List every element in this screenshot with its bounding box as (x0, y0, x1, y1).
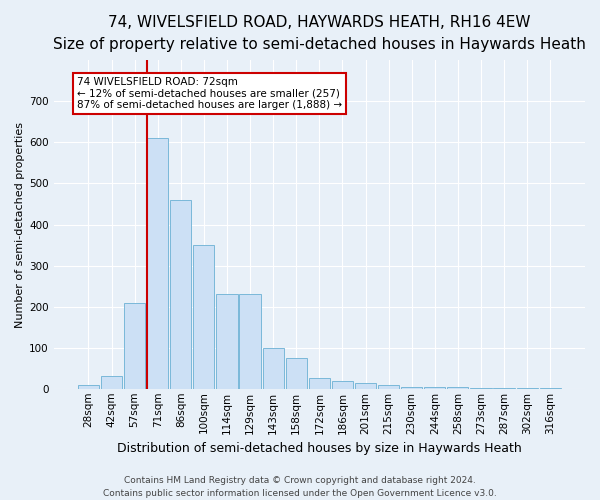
Bar (78, 386, 99, 389)
Title: 74, WIVELSFIELD ROAD, HAYWARDS HEATH, RH16 4EW
Size of property relative to semi: 74, WIVELSFIELD ROAD, HAYWARDS HEATH, RH… (53, 15, 586, 52)
Bar (193, 245, 214, 389)
Bar (447, 386, 469, 389)
Bar (263, 348, 284, 389)
Bar (401, 386, 422, 389)
Bar (539, 388, 561, 389)
Bar (424, 386, 445, 389)
Bar (170, 200, 191, 389)
Bar (101, 376, 122, 389)
Bar (124, 302, 145, 389)
Bar (470, 388, 491, 389)
Y-axis label: Number of semi-detached properties: Number of semi-detached properties (15, 122, 25, 328)
Bar (517, 388, 538, 389)
Bar (217, 294, 238, 389)
Bar (355, 382, 376, 389)
Bar (309, 378, 330, 389)
Bar (286, 358, 307, 389)
Bar (332, 380, 353, 389)
Bar (378, 384, 399, 389)
X-axis label: Distribution of semi-detached houses by size in Haywards Heath: Distribution of semi-detached houses by … (117, 442, 522, 455)
Bar (239, 294, 260, 389)
Text: 74 WIVELSFIELD ROAD: 72sqm
← 12% of semi-detached houses are smaller (257)
87% o: 74 WIVELSFIELD ROAD: 72sqm ← 12% of semi… (77, 76, 342, 110)
Text: Contains HM Land Registry data © Crown copyright and database right 2024.
Contai: Contains HM Land Registry data © Crown c… (103, 476, 497, 498)
Bar (147, 138, 169, 389)
Bar (493, 388, 515, 389)
